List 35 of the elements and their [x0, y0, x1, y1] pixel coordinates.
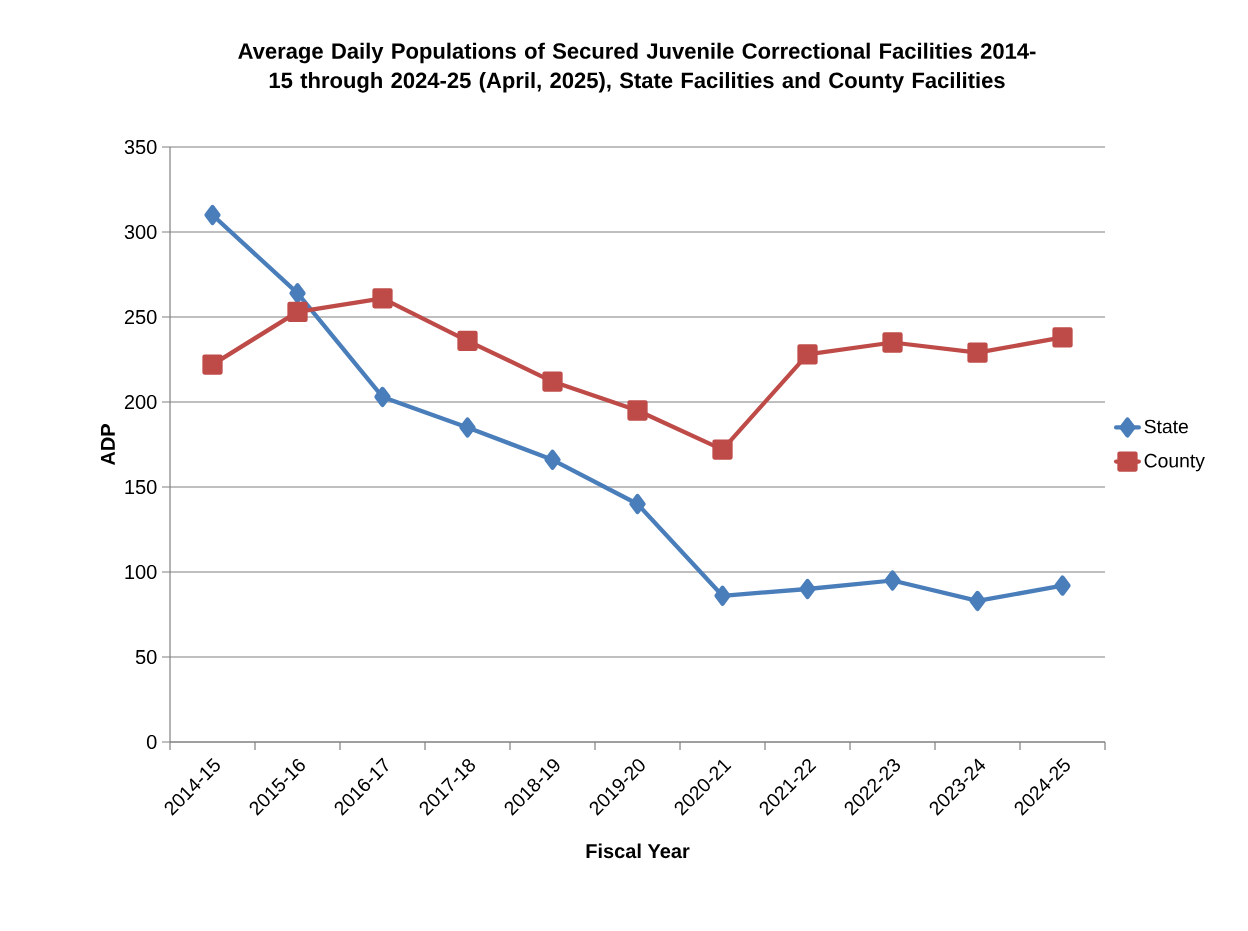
point	[629, 493, 646, 515]
y-tick-label: 250	[124, 309, 157, 325]
point	[459, 417, 476, 438]
point	[204, 204, 221, 226]
point	[374, 386, 391, 408]
point	[969, 590, 986, 612]
point	[714, 585, 731, 606]
y-axis-title: ADP	[101, 424, 115, 466]
point	[542, 371, 563, 392]
y-tick-label: 0	[146, 734, 157, 750]
y-tick-label: 300	[124, 224, 157, 240]
y-tick-label: 50	[135, 649, 157, 665]
point	[967, 342, 988, 363]
chart-title: Average Daily Populations of Secured Juvenile Correctional Facilities 2014-15 through 2024-25 (April, 2025), State Facilities and County Facilities	[238, 42, 1036, 93]
point	[627, 400, 648, 421]
point	[289, 283, 306, 304]
point	[372, 288, 393, 309]
point	[712, 439, 733, 460]
legend-label: County	[1144, 453, 1205, 472]
point	[1054, 575, 1071, 596]
y-tick-label: 150	[125, 479, 157, 495]
legend-label: State	[1144, 419, 1188, 434]
point	[1052, 327, 1073, 348]
y-tick-label: 350	[124, 139, 157, 155]
point	[799, 578, 816, 600]
point	[457, 330, 478, 351]
x-axis-title: Fiscal Year	[586, 843, 690, 859]
y-tick-label: 100	[125, 564, 157, 580]
y-tick-label: 200	[124, 394, 157, 410]
point	[287, 301, 308, 323]
point	[882, 332, 903, 353]
point	[202, 354, 223, 375]
point	[797, 344, 818, 365]
point	[884, 570, 901, 591]
point	[544, 449, 561, 470]
